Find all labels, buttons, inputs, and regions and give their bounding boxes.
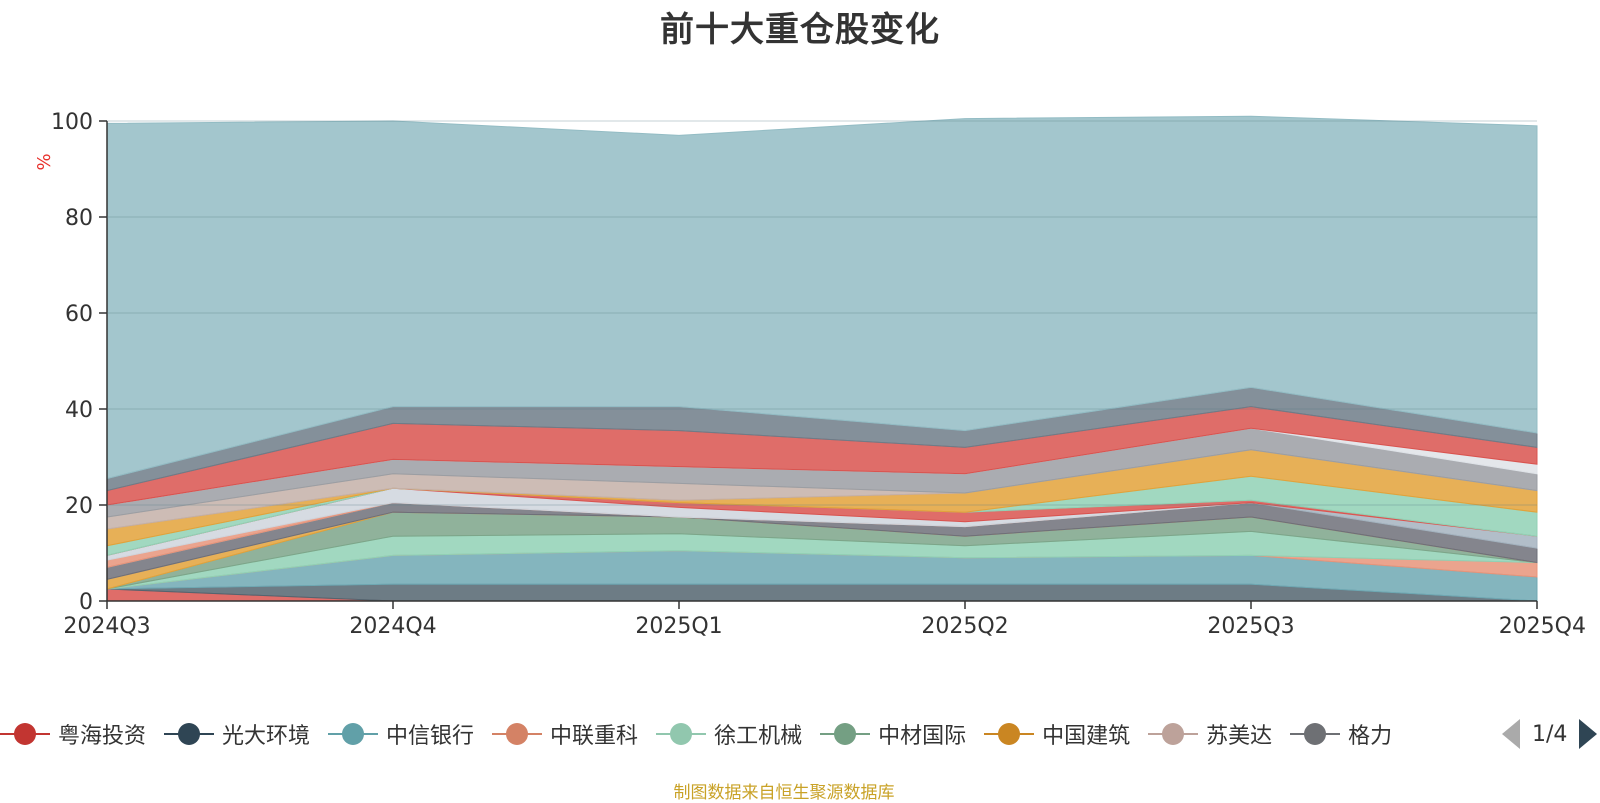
legend-label: 光大环境 [222, 724, 311, 749]
legend-label: 粤海投资 [58, 724, 147, 749]
source-note: 制图数据来自恒生聚源数据库 [673, 783, 895, 803]
legend-label: 中材国际 [878, 724, 967, 749]
x-tick-label-2: 2025Q1 [635, 614, 722, 639]
legend-item-8[interactable]: 格力 [1290, 712, 1392, 756]
legend-label: 中联重科 [550, 724, 639, 749]
legend: 粤海投资 光大环境 中信银行 中联重科 徐工机械 中材国际 中国建筑 苏美达 格力 [0, 712, 1480, 756]
legend-label: 苏美达 [1206, 724, 1273, 749]
legend-label: 中信银行 [386, 724, 475, 749]
legend-prev-page-button[interactable] [1502, 719, 1520, 749]
legend-item-0[interactable]: 粤海投资 [0, 712, 146, 756]
legend-page-indicator: 1/4 [1532, 721, 1568, 747]
y-tick-label-3: 60 [65, 302, 93, 327]
legend-item-3[interactable]: 中联重科 [492, 712, 638, 756]
y-tick-label-0: 0 [79, 590, 93, 615]
legend-item-5[interactable]: 中材国际 [820, 712, 966, 756]
legend-pager: 1/4 [1502, 714, 1598, 754]
stacked-area-chart: 0 20 40 60 80 100 2024Q3 2024Q4 2025Q1 2025Q2 2025… [34, 110, 1586, 639]
legend-marker-icon [0, 722, 50, 746]
legend-marker-icon [656, 722, 707, 746]
x-tick-label-1: 2024Q4 [349, 614, 436, 639]
legend-item-4[interactable]: 徐工机械 [656, 712, 802, 756]
area-layer [106, 115, 1538, 602]
x-tick-label-4: 2025Q3 [1207, 614, 1294, 639]
y-tick-label-4: 80 [65, 206, 93, 231]
legend-label: 中国建筑 [1042, 724, 1131, 749]
y-tick-label-1: 20 [65, 494, 93, 519]
x-tick-label-3: 2025Q2 [921, 614, 1008, 639]
legend-label: 徐工机械 [714, 724, 803, 749]
legend-item-6[interactable]: 中国建筑 [984, 712, 1130, 756]
legend-marker-icon [984, 722, 1035, 746]
x-tick-label-0: 2024Q3 [63, 614, 150, 639]
chart-title: 前十大重仓股变化 [660, 10, 940, 50]
y-tick-label-5: 100 [51, 110, 93, 135]
legend-marker-icon [1148, 722, 1199, 746]
legend-marker-icon [820, 722, 871, 746]
grid-layer [107, 120, 1537, 506]
legend-label: 格力 [1348, 724, 1393, 749]
y-axis-unit-label: % [34, 153, 55, 170]
area-series-20 [106, 115, 1538, 480]
legend-marker-icon [492, 722, 543, 746]
axis-layer: 0 20 40 60 80 100 2024Q3 2024Q4 2025Q1 2025Q2 2025… [51, 110, 1586, 639]
y-tick-label-2: 40 [65, 398, 93, 423]
legend-marker-icon [328, 722, 379, 746]
legend-next-page-button[interactable] [1579, 719, 1598, 749]
legend-item-1[interactable]: 光大环境 [164, 712, 310, 756]
x-tick-label-5: 2025Q4 [1499, 614, 1586, 639]
legend-marker-icon [164, 722, 215, 746]
legend-item-7[interactable]: 苏美达 [1148, 712, 1272, 756]
legend-marker-icon [1290, 722, 1341, 746]
legend-item-2[interactable]: 中信银行 [328, 712, 474, 756]
